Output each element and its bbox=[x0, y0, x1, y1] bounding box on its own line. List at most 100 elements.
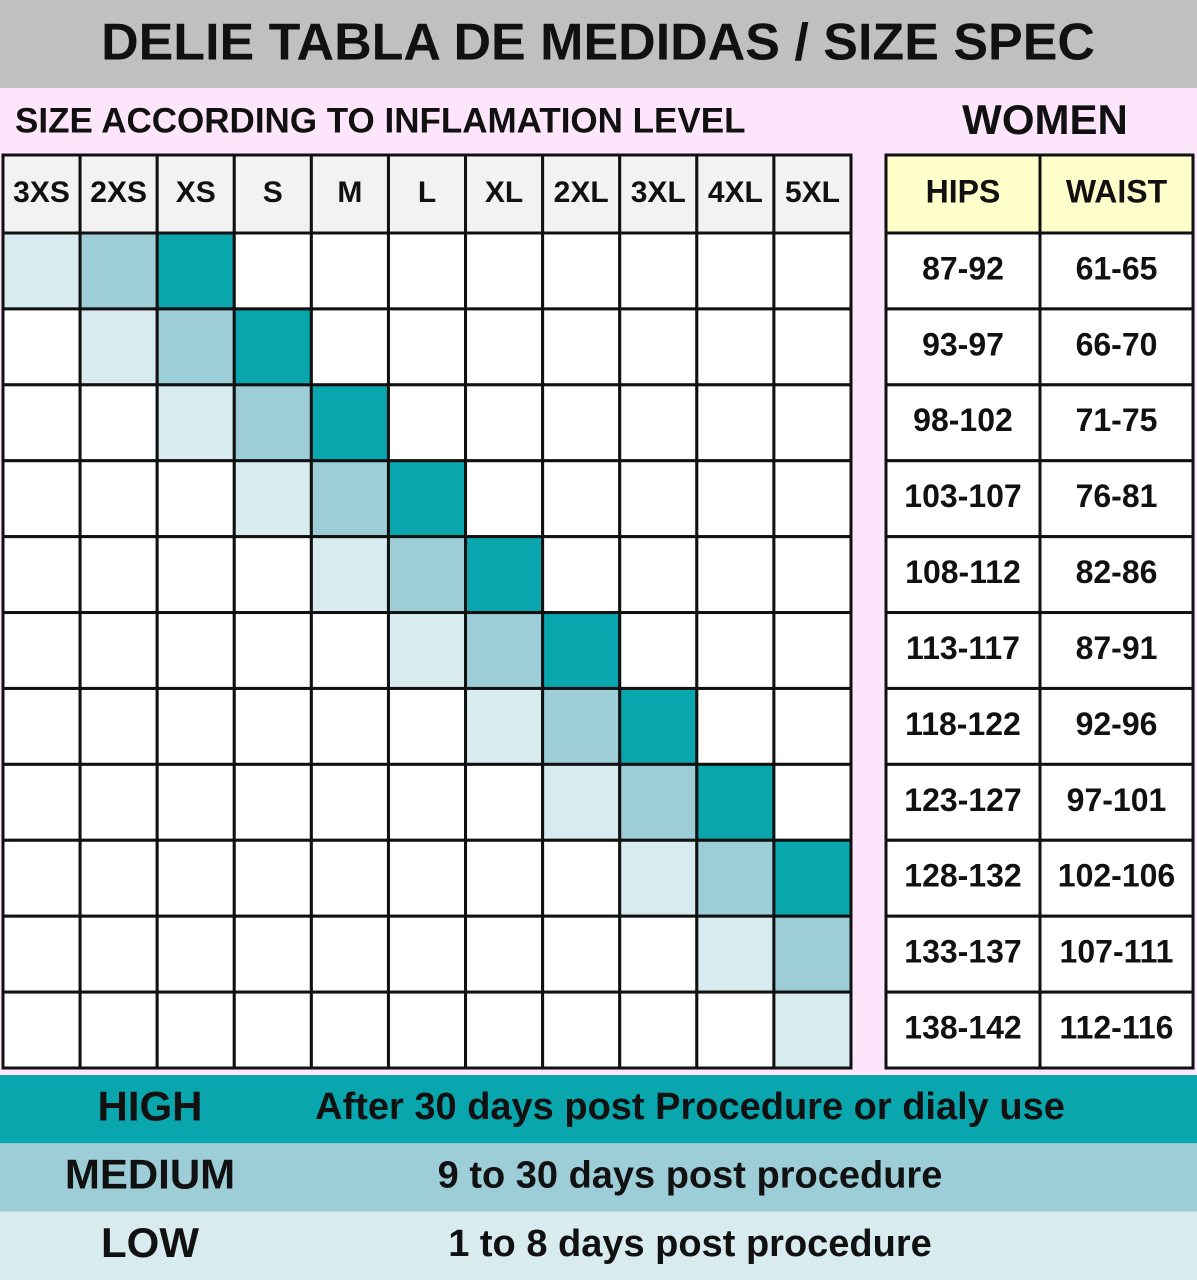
measure-value: 87-92 bbox=[922, 250, 1004, 286]
grid-cell bbox=[618, 383, 699, 463]
grid-cell bbox=[309, 535, 390, 615]
grid-cell bbox=[232, 383, 313, 463]
grid-cell bbox=[695, 914, 776, 994]
grid-cell bbox=[309, 686, 390, 766]
grid-cell bbox=[155, 231, 236, 311]
grid-cell bbox=[464, 914, 545, 994]
size-header: 3XS bbox=[13, 176, 70, 209]
grid-cell bbox=[464, 383, 545, 463]
grid-cell bbox=[541, 535, 622, 615]
legend-level: LOW bbox=[101, 1219, 199, 1266]
title-bar bbox=[0, 0, 1197, 88]
measure-header: WAIST bbox=[1066, 173, 1168, 209]
measure-cell bbox=[884, 914, 1042, 994]
grid-cell bbox=[618, 459, 699, 539]
grid-cell bbox=[541, 838, 622, 918]
grid-cell bbox=[541, 231, 622, 311]
measure-header: HIPS bbox=[926, 173, 1001, 209]
grid-cell bbox=[232, 459, 313, 539]
grid-cell bbox=[1, 307, 82, 387]
measure-cell bbox=[884, 231, 1042, 311]
grid-cell bbox=[464, 307, 545, 387]
size-header-cell bbox=[386, 153, 468, 235]
grid-cell bbox=[464, 611, 545, 690]
grid-cell bbox=[386, 838, 468, 918]
measure-cell bbox=[1038, 611, 1195, 690]
grid-cell bbox=[695, 762, 776, 842]
grid-cell bbox=[386, 383, 468, 463]
grid-cell bbox=[541, 383, 622, 463]
grid-cell bbox=[386, 611, 468, 690]
grid-cell bbox=[695, 686, 776, 766]
measure-cell bbox=[1038, 383, 1195, 463]
measure-cell bbox=[1038, 231, 1195, 311]
grid-cell bbox=[386, 459, 468, 539]
grid-cell bbox=[309, 611, 390, 690]
grid-cell bbox=[464, 686, 545, 766]
grid-cell bbox=[541, 459, 622, 539]
grid-cell bbox=[618, 307, 699, 387]
size-header-cell bbox=[309, 153, 390, 235]
grid-cell bbox=[772, 535, 853, 615]
grid-cell bbox=[541, 762, 622, 842]
grid-cell bbox=[309, 383, 390, 463]
grid-cell bbox=[386, 307, 468, 387]
grid-cell bbox=[772, 838, 853, 918]
grid-cell bbox=[386, 990, 468, 1070]
grid-cell bbox=[695, 231, 776, 311]
grid-cell bbox=[309, 231, 390, 311]
grid-cell bbox=[232, 307, 313, 387]
grid-cell bbox=[695, 383, 776, 463]
grid-cell bbox=[309, 459, 390, 539]
grid-cell bbox=[695, 990, 776, 1070]
size-header: 5XL bbox=[785, 176, 840, 209]
grid-cell bbox=[386, 762, 468, 842]
grid-cell bbox=[232, 686, 313, 766]
grid-cell bbox=[772, 914, 853, 994]
grid-cell bbox=[78, 762, 159, 842]
measure-value: 71-75 bbox=[1076, 402, 1158, 438]
measure-value: 103-107 bbox=[904, 478, 1021, 514]
legend-level: MEDIUM bbox=[65, 1151, 235, 1198]
measure-value: 107-111 bbox=[1060, 934, 1174, 970]
grid-cell bbox=[155, 838, 236, 918]
grid-cell bbox=[155, 459, 236, 539]
grid-cell bbox=[772, 231, 853, 311]
grid-cell bbox=[1, 383, 82, 463]
size-header: XL bbox=[485, 176, 523, 209]
size-header: S bbox=[263, 176, 283, 209]
grid-cell bbox=[772, 307, 853, 387]
subtitle: SIZE ACCORDING TO INFLAMATION LEVEL bbox=[15, 101, 745, 140]
grid-cell bbox=[386, 686, 468, 766]
measure-cell bbox=[1038, 307, 1195, 387]
measure-value: 93-97 bbox=[922, 326, 1004, 362]
size-header: 4XL bbox=[708, 176, 763, 209]
grid-cell bbox=[78, 307, 159, 387]
measure-cell bbox=[1038, 914, 1195, 994]
grid-cell bbox=[618, 762, 699, 842]
legend-band bbox=[0, 1211, 1197, 1280]
grid-cell bbox=[618, 686, 699, 766]
legend-description: 1 to 8 days post procedure bbox=[448, 1223, 932, 1265]
measure-value: 102-106 bbox=[1058, 858, 1175, 894]
legend-description: After 30 days post Procedure or dialy us… bbox=[315, 1086, 1065, 1128]
grid-cell bbox=[78, 535, 159, 615]
grid-cell bbox=[772, 762, 853, 842]
measure-value: 97-101 bbox=[1067, 782, 1167, 818]
grid-cell bbox=[309, 990, 390, 1070]
measure-cell bbox=[884, 838, 1042, 918]
grid-cell bbox=[618, 914, 699, 994]
grid-cell bbox=[232, 231, 313, 311]
grid-cell bbox=[772, 611, 853, 690]
grid-cell bbox=[464, 459, 545, 539]
grid-cell bbox=[695, 838, 776, 918]
grid-cell bbox=[464, 838, 545, 918]
size-header: 2XS bbox=[90, 176, 147, 209]
section-label: WOMEN bbox=[962, 96, 1128, 143]
grid-cell bbox=[78, 383, 159, 463]
grid-cell bbox=[1, 231, 82, 311]
grid-cell bbox=[155, 686, 236, 766]
grid-cell bbox=[78, 611, 159, 690]
grid-cell bbox=[155, 383, 236, 463]
